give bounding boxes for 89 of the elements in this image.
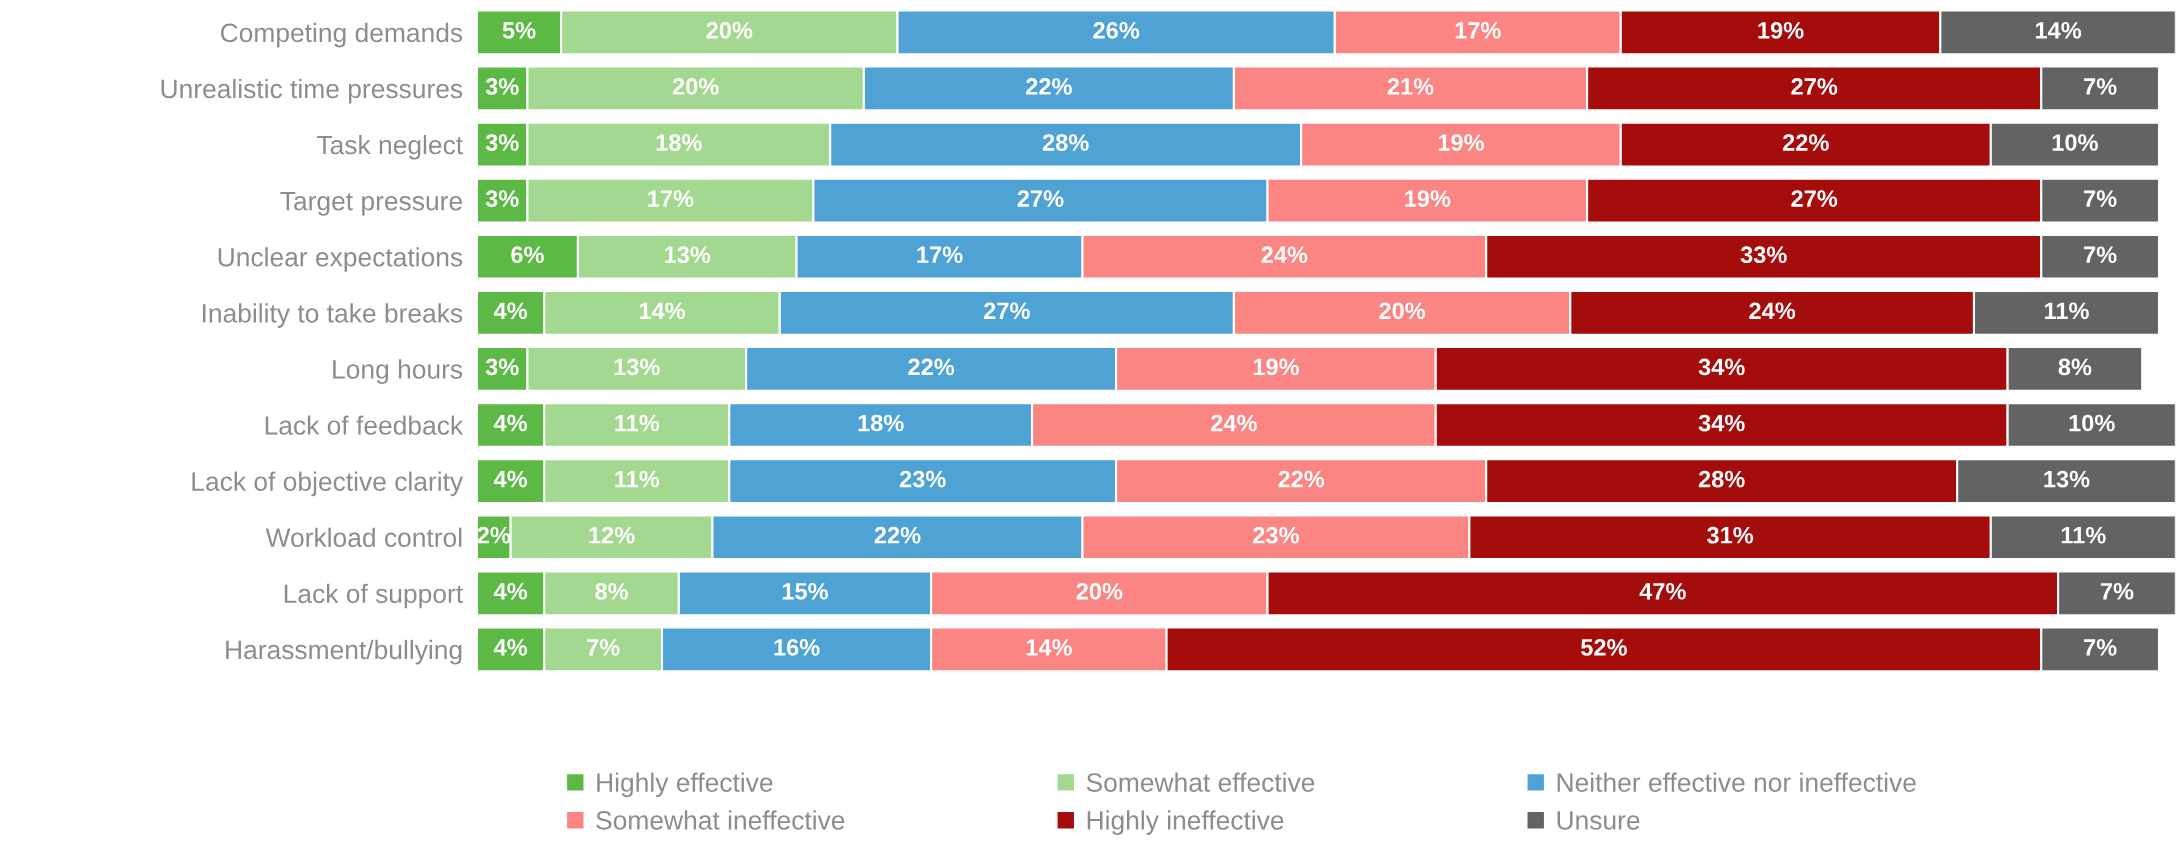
data-label: 7% xyxy=(2084,639,2117,656)
y-tick-label: Unclear expectations xyxy=(218,247,463,272)
data-label: 33% xyxy=(1740,246,1787,264)
data-label: 27% xyxy=(984,302,1030,320)
data-label: 7% xyxy=(2084,190,2117,207)
data-label: 3% xyxy=(485,134,519,151)
y-tick-label: Inability to take breaks xyxy=(202,303,463,328)
data-label: 13% xyxy=(614,358,660,376)
data-label: 24% xyxy=(1261,246,1308,264)
data-label: 17% xyxy=(917,246,963,264)
data-label: 34% xyxy=(1698,358,1745,376)
legend-label: Unsure xyxy=(1557,811,1640,830)
data-label: 27% xyxy=(1791,190,1838,207)
data-label: 4% xyxy=(493,639,528,656)
data-label: 19% xyxy=(1253,358,1299,376)
y-tick-label: Lack of feedback xyxy=(265,415,464,435)
data-label: 22% xyxy=(874,526,921,544)
data-label: 14% xyxy=(1026,639,1072,656)
data-label: 22% xyxy=(908,358,955,376)
data-label: 11% xyxy=(615,470,660,488)
data-label: 28% xyxy=(1042,134,1089,151)
y-tick-label: Unrealistic time pressures xyxy=(161,78,463,104)
data-label: 17% xyxy=(648,190,694,207)
y-tick-label: Harassment/bullying xyxy=(226,639,462,665)
data-label: 7% xyxy=(2084,246,2117,264)
data-label: 7% xyxy=(587,639,620,656)
data-label: 20% xyxy=(706,21,753,39)
data-label: 27% xyxy=(1791,78,1838,95)
data-label: 10% xyxy=(2069,414,2115,432)
data-label: 6% xyxy=(511,246,544,264)
data-label: 28% xyxy=(1698,470,1745,488)
data-label: 8% xyxy=(595,582,628,600)
data-label: 22% xyxy=(1026,78,1072,95)
data-label: 4% xyxy=(493,582,528,600)
data-label: 31% xyxy=(1707,526,1754,544)
data-label: 14% xyxy=(639,302,686,320)
y-tick-label: Task neglect xyxy=(317,134,463,160)
data-label: 3% xyxy=(485,78,519,95)
data-label: 11% xyxy=(2045,302,2089,320)
y-tick-label: Lack of support xyxy=(284,583,463,609)
data-label: 4% xyxy=(493,470,528,488)
data-label: 13% xyxy=(2044,470,2090,488)
legend-label: Somewhat effective xyxy=(1086,772,1315,792)
data-label: 19% xyxy=(1758,21,1804,39)
legend-label: Highly effective xyxy=(597,772,773,798)
data-label: 23% xyxy=(1253,526,1299,544)
data-label: 20% xyxy=(1076,582,1123,600)
data-label: 14% xyxy=(2035,22,2082,39)
data-label: 19% xyxy=(1405,190,1451,207)
data-label: 3% xyxy=(485,358,519,376)
legend-label: Somewhat ineffective xyxy=(596,810,845,830)
data-label: 18% xyxy=(656,134,702,151)
data-label: 47% xyxy=(1639,582,1686,600)
y-tick-label: Target pressure xyxy=(280,192,462,216)
data-label: 12% xyxy=(589,526,635,544)
data-label: 16% xyxy=(774,639,820,656)
y-tick-label: Competing demands xyxy=(220,22,463,48)
data-label: 20% xyxy=(672,78,719,95)
data-label: 3% xyxy=(485,190,519,208)
data-label: 52% xyxy=(1581,639,1627,656)
data-label: 18% xyxy=(858,414,904,432)
data-label: 22% xyxy=(1278,470,1325,488)
data-label: 5% xyxy=(502,22,536,39)
data-label: 21% xyxy=(1387,78,1434,95)
data-label: 20% xyxy=(1379,302,1426,320)
data-label: 4% xyxy=(493,302,528,320)
legend-label: Neither effective nor ineffective xyxy=(1557,772,1916,792)
data-label: 27% xyxy=(1017,190,1064,207)
y-tick-label: Workload control xyxy=(265,527,462,548)
data-label: 24% xyxy=(1749,302,1796,320)
data-label: 13% xyxy=(665,246,711,264)
data-label: 23% xyxy=(899,470,946,488)
legend-label: Highly ineffective xyxy=(1087,810,1284,835)
data-label: 4% xyxy=(493,414,528,432)
y-tick-label: Lack of objective clarity xyxy=(192,471,464,497)
data-label: 7% xyxy=(2100,582,2134,600)
data-label: 10% xyxy=(2052,134,2098,151)
y-tick-label: Long hours xyxy=(333,359,463,384)
data-label: 8% xyxy=(2058,358,2092,376)
data-label: 22% xyxy=(1782,134,1829,151)
data-label: 11% xyxy=(615,414,660,432)
data-label: 11% xyxy=(2061,526,2106,544)
data-label: 34% xyxy=(1698,414,1745,432)
data-label: 15% xyxy=(782,582,828,600)
data-label: 19% xyxy=(1438,134,1484,151)
data-label: 24% xyxy=(1211,414,1257,432)
data-label: 26% xyxy=(1093,21,1140,39)
data-label: 7% xyxy=(2084,78,2117,95)
data-label: 17% xyxy=(1455,22,1501,39)
